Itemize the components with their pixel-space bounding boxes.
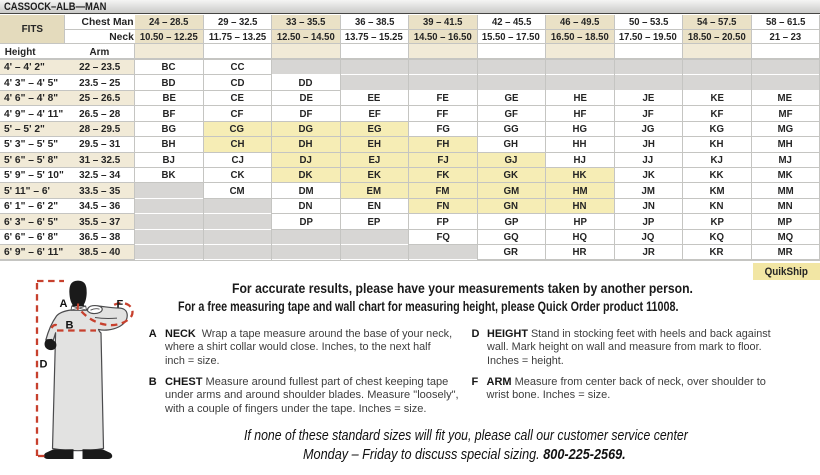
svg-text:A: A: [60, 298, 68, 310]
svg-text:D: D: [40, 359, 48, 371]
svg-text:F: F: [117, 299, 124, 311]
svg-text:B: B: [66, 320, 74, 332]
